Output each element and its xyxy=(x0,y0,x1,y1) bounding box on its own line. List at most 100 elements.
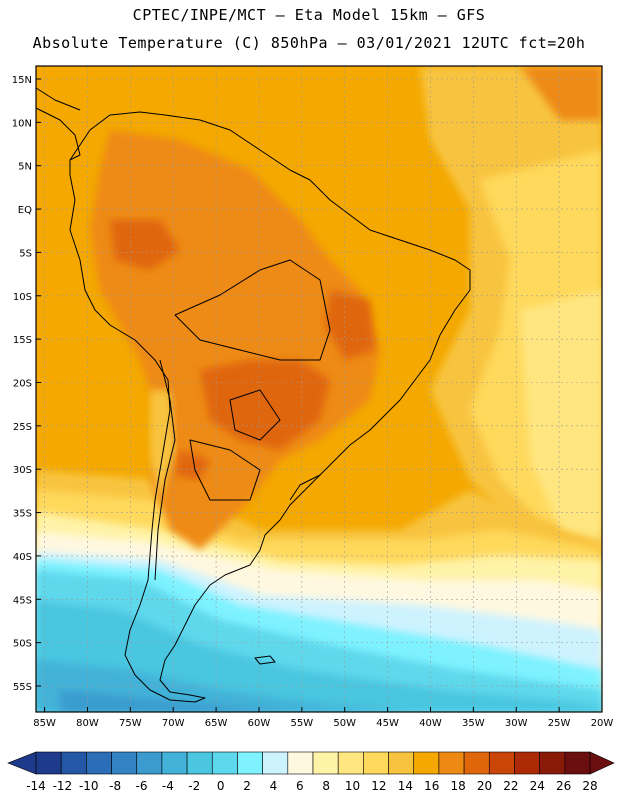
lon-label: 40W xyxy=(419,718,442,729)
falklands xyxy=(254,655,276,665)
colorbar-label: -10 xyxy=(79,779,99,793)
lon-label: 45W xyxy=(376,718,399,729)
colorbar-swatch xyxy=(237,751,263,775)
colorbar-swatch xyxy=(86,751,112,775)
colorbar-label: 0 xyxy=(217,779,225,793)
coastlines xyxy=(35,87,471,703)
lat-label: 45S xyxy=(13,595,32,606)
colorbar-swatch xyxy=(413,751,440,775)
colorbar-label: -4 xyxy=(162,779,174,793)
colorbar-swatch xyxy=(463,751,490,775)
lon-label: 85W xyxy=(33,718,56,729)
colorbar: -14 -12 -10 -8 -6 -4 -2 0 2 4 6 8 10 12 14 16 18 20 22 24 26… xyxy=(7,751,615,793)
map-panel: 15N 10N 5N EQ 5S 10S 15S 20S 25S 30S 35S 40S 45S 50S 5… xyxy=(12,65,613,729)
colorbar-label: 22 xyxy=(503,779,518,793)
colorbar-swatch xyxy=(287,751,314,775)
field-band-m6 xyxy=(60,690,300,712)
colorbar-label: 16 xyxy=(424,779,439,793)
lat-label: 5S xyxy=(19,248,32,259)
lat-label: 15S xyxy=(13,335,32,346)
field-land-20c xyxy=(325,290,375,360)
lat-label: 5N xyxy=(18,162,32,173)
plot-frame xyxy=(35,65,603,713)
lon-label: 80W xyxy=(76,718,99,729)
lon-label: 25W xyxy=(548,718,571,729)
lon-label: 20W xyxy=(591,718,614,729)
colorbar-label: -12 xyxy=(53,779,73,793)
colorbar-swatch xyxy=(161,751,188,775)
colorbar-labels: -14 -12 -10 -8 -6 -4 -2 0 2 4 6 8 10 12 14 16 18 20 22 24 26… xyxy=(26,779,597,793)
colorbar-label: 28 xyxy=(582,779,597,793)
lat-label: 55S xyxy=(13,682,32,693)
field-land-20d xyxy=(175,450,210,480)
brazil-border xyxy=(174,259,331,361)
colorbar-label: 14 xyxy=(398,779,413,793)
colorbar-swatch xyxy=(111,751,138,775)
lon-label: 65W xyxy=(205,718,228,729)
lon-label: 60W xyxy=(248,718,271,729)
colorbar-label: 8 xyxy=(322,779,330,793)
colorbar-swatch xyxy=(60,751,87,775)
colorbar-swatch xyxy=(337,751,364,775)
colorbar-label: 6 xyxy=(296,779,304,793)
graticule xyxy=(36,66,603,712)
lon-label: 35W xyxy=(462,718,485,729)
colorbar-swatch xyxy=(564,751,591,775)
field-land-20b xyxy=(110,220,180,270)
colorbar-swatch xyxy=(262,751,289,775)
colorbar-label: -14 xyxy=(26,779,46,793)
colorbar-min-arrow xyxy=(7,751,37,775)
colorbar-label: -6 xyxy=(136,779,148,793)
lat-label: 40S xyxy=(13,552,32,563)
colorbar-swatch xyxy=(438,751,465,775)
lat-label: 20S xyxy=(13,378,32,389)
lat-label: 30S xyxy=(13,465,32,476)
title-model: CPTEC/INPE/MCT – Eta Model 15km – GFS xyxy=(132,6,486,24)
lat-label: 10N xyxy=(12,118,32,129)
lat-label: EQ xyxy=(18,205,32,216)
andes-border xyxy=(154,359,176,581)
lat-label: 10S xyxy=(13,292,32,303)
colorbar-label: 20 xyxy=(477,779,492,793)
lon-label: 30W xyxy=(505,718,528,729)
temperature-field xyxy=(36,66,602,712)
colorbar-swatch xyxy=(136,751,163,775)
colorbar-label: 4 xyxy=(270,779,278,793)
uruguay-border xyxy=(289,474,321,501)
lat-label: 35S xyxy=(13,509,32,520)
lat-label: 50S xyxy=(13,639,32,650)
colorbar-swatch xyxy=(488,751,515,775)
latitude-labels: 15N 10N 5N EQ 5S 10S 15S 20S 25S 30S 35S 40S 45S 50S 5… xyxy=(12,75,41,693)
caribbean-coast xyxy=(35,87,81,111)
lat-label: 15N xyxy=(12,75,32,86)
colorbar-swatch xyxy=(211,751,238,775)
south-america-coast xyxy=(69,111,471,703)
lat-label: 25S xyxy=(13,422,32,433)
field-ocean-east-10 xyxy=(520,290,602,550)
lon-label: 70W xyxy=(162,718,185,729)
colorbar-label: -8 xyxy=(109,779,121,793)
lon-label: 75W xyxy=(119,718,142,729)
lon-label: 50W xyxy=(333,718,356,729)
colorbar-label: -2 xyxy=(188,779,200,793)
colorbar-label: 2 xyxy=(243,779,251,793)
lon-label: 55W xyxy=(291,718,314,729)
argentina-border xyxy=(189,439,261,501)
colorbar-label: 10 xyxy=(345,779,360,793)
title-field: Absolute Temperature (C) 850hPa – 03/01/… xyxy=(32,34,586,52)
colorbar-max-arrow xyxy=(589,751,615,775)
longitude-labels: 85W 80W 75W 70W 65W 60W 55W 50W 45W 40W 35W 30W 25W 2… xyxy=(33,707,613,729)
colorbar-swatch xyxy=(363,751,389,775)
colorbar-swatches xyxy=(7,751,615,775)
colorbar-swatch xyxy=(312,751,339,775)
paraguay-border xyxy=(229,389,281,441)
colorbar-label: 24 xyxy=(530,779,545,793)
central-america-coast xyxy=(35,107,81,161)
colorbar-label: 18 xyxy=(450,779,465,793)
field-ne-warm-18 xyxy=(520,66,602,120)
colorbar-label: 26 xyxy=(556,779,571,793)
colorbar-swatch xyxy=(514,751,540,775)
colorbar-swatch xyxy=(35,751,62,775)
colorbar-label: 12 xyxy=(371,779,386,793)
colorbar-swatch xyxy=(539,751,566,775)
